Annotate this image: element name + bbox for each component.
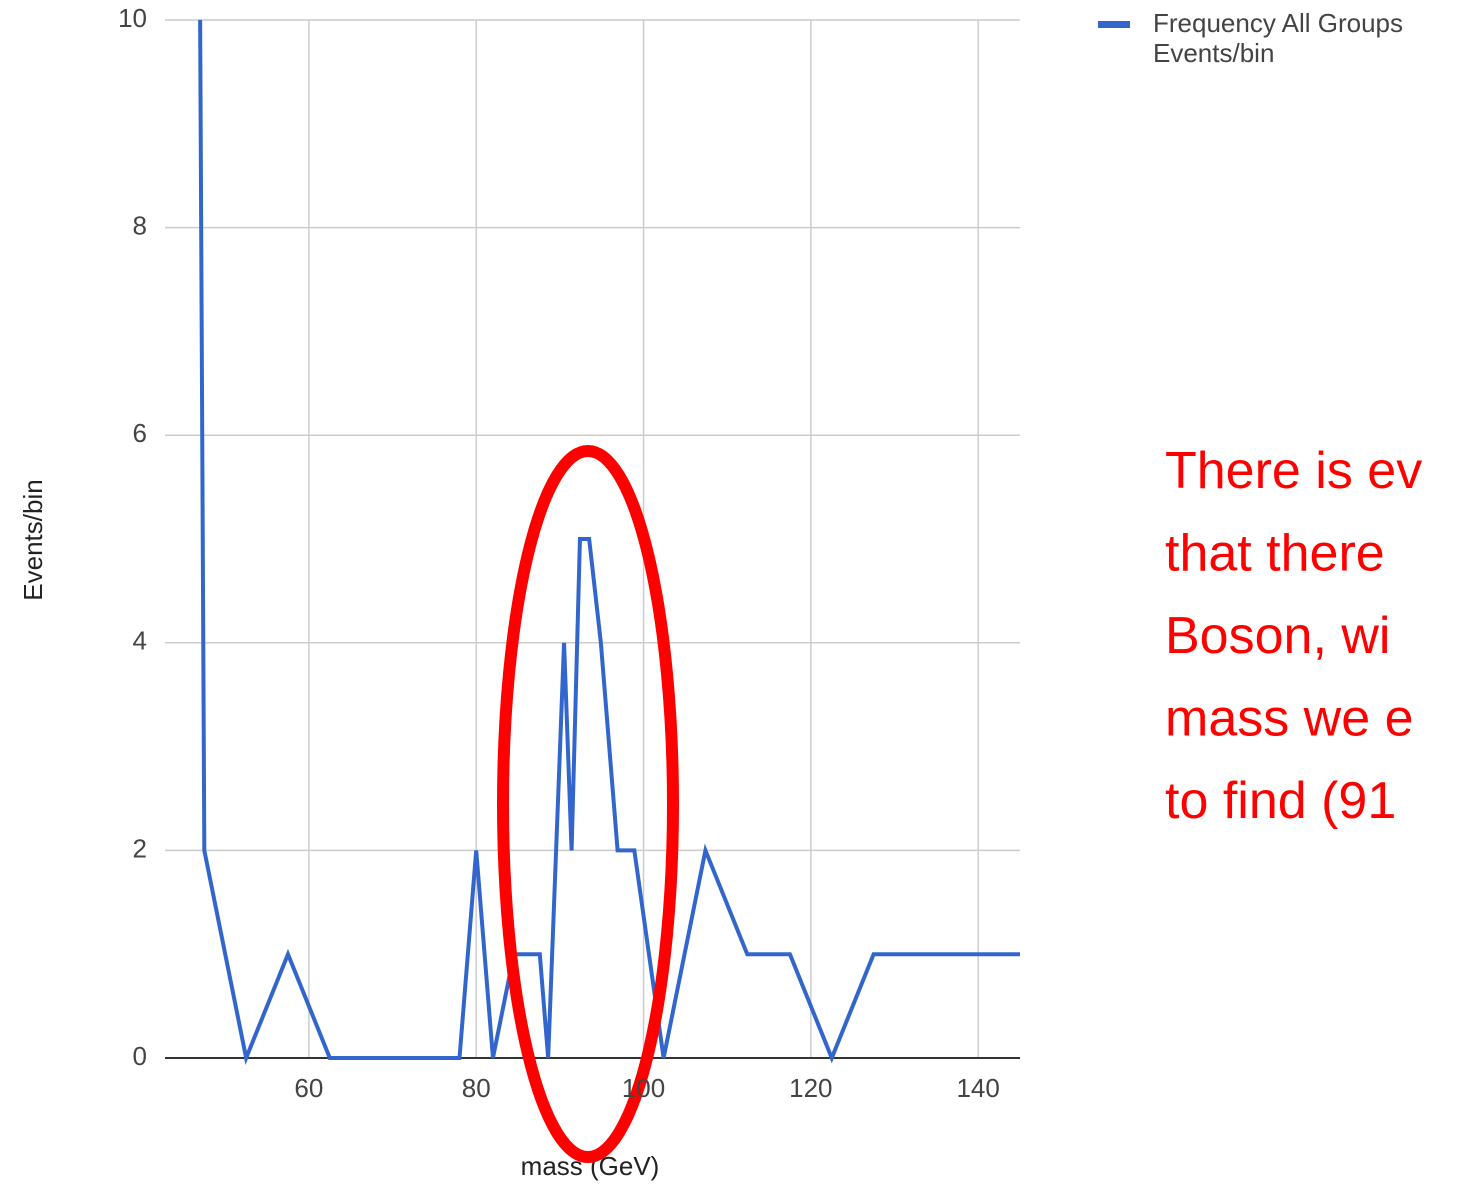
y-tick-label: 4	[133, 626, 147, 656]
annotation-line: There is ev	[1165, 442, 1422, 500]
y-tick-label: 8	[133, 210, 147, 240]
highlight-ellipse	[497, 445, 679, 1163]
legend-swatch	[1098, 21, 1130, 28]
y-tick-label: 0	[133, 1041, 147, 1071]
grid	[165, 19, 1020, 1059]
annotation-line: mass we e	[1165, 690, 1414, 748]
x-tick-label: 100	[622, 1073, 665, 1103]
x-tick-label: 80	[462, 1073, 491, 1103]
y-tick-label: 2	[133, 833, 147, 863]
y-tick-label: 6	[133, 418, 147, 448]
legend-label: Frequency All Groups Events/bin	[1153, 8, 1404, 68]
y-tick-label: 10	[118, 3, 147, 33]
data-line	[198, 19, 1020, 1065]
x-tick-label: 140	[956, 1073, 999, 1103]
marks	[198, 19, 1020, 1065]
x-tick-label: 120	[789, 1073, 832, 1103]
x-tick-label: 60	[294, 1073, 323, 1103]
annotation-line: Boson, wi	[1165, 607, 1390, 665]
annotation-line: to find (91	[1165, 772, 1396, 830]
y-axis-label: Events/bin	[18, 479, 48, 600]
annotation-line: that there	[1165, 525, 1385, 583]
